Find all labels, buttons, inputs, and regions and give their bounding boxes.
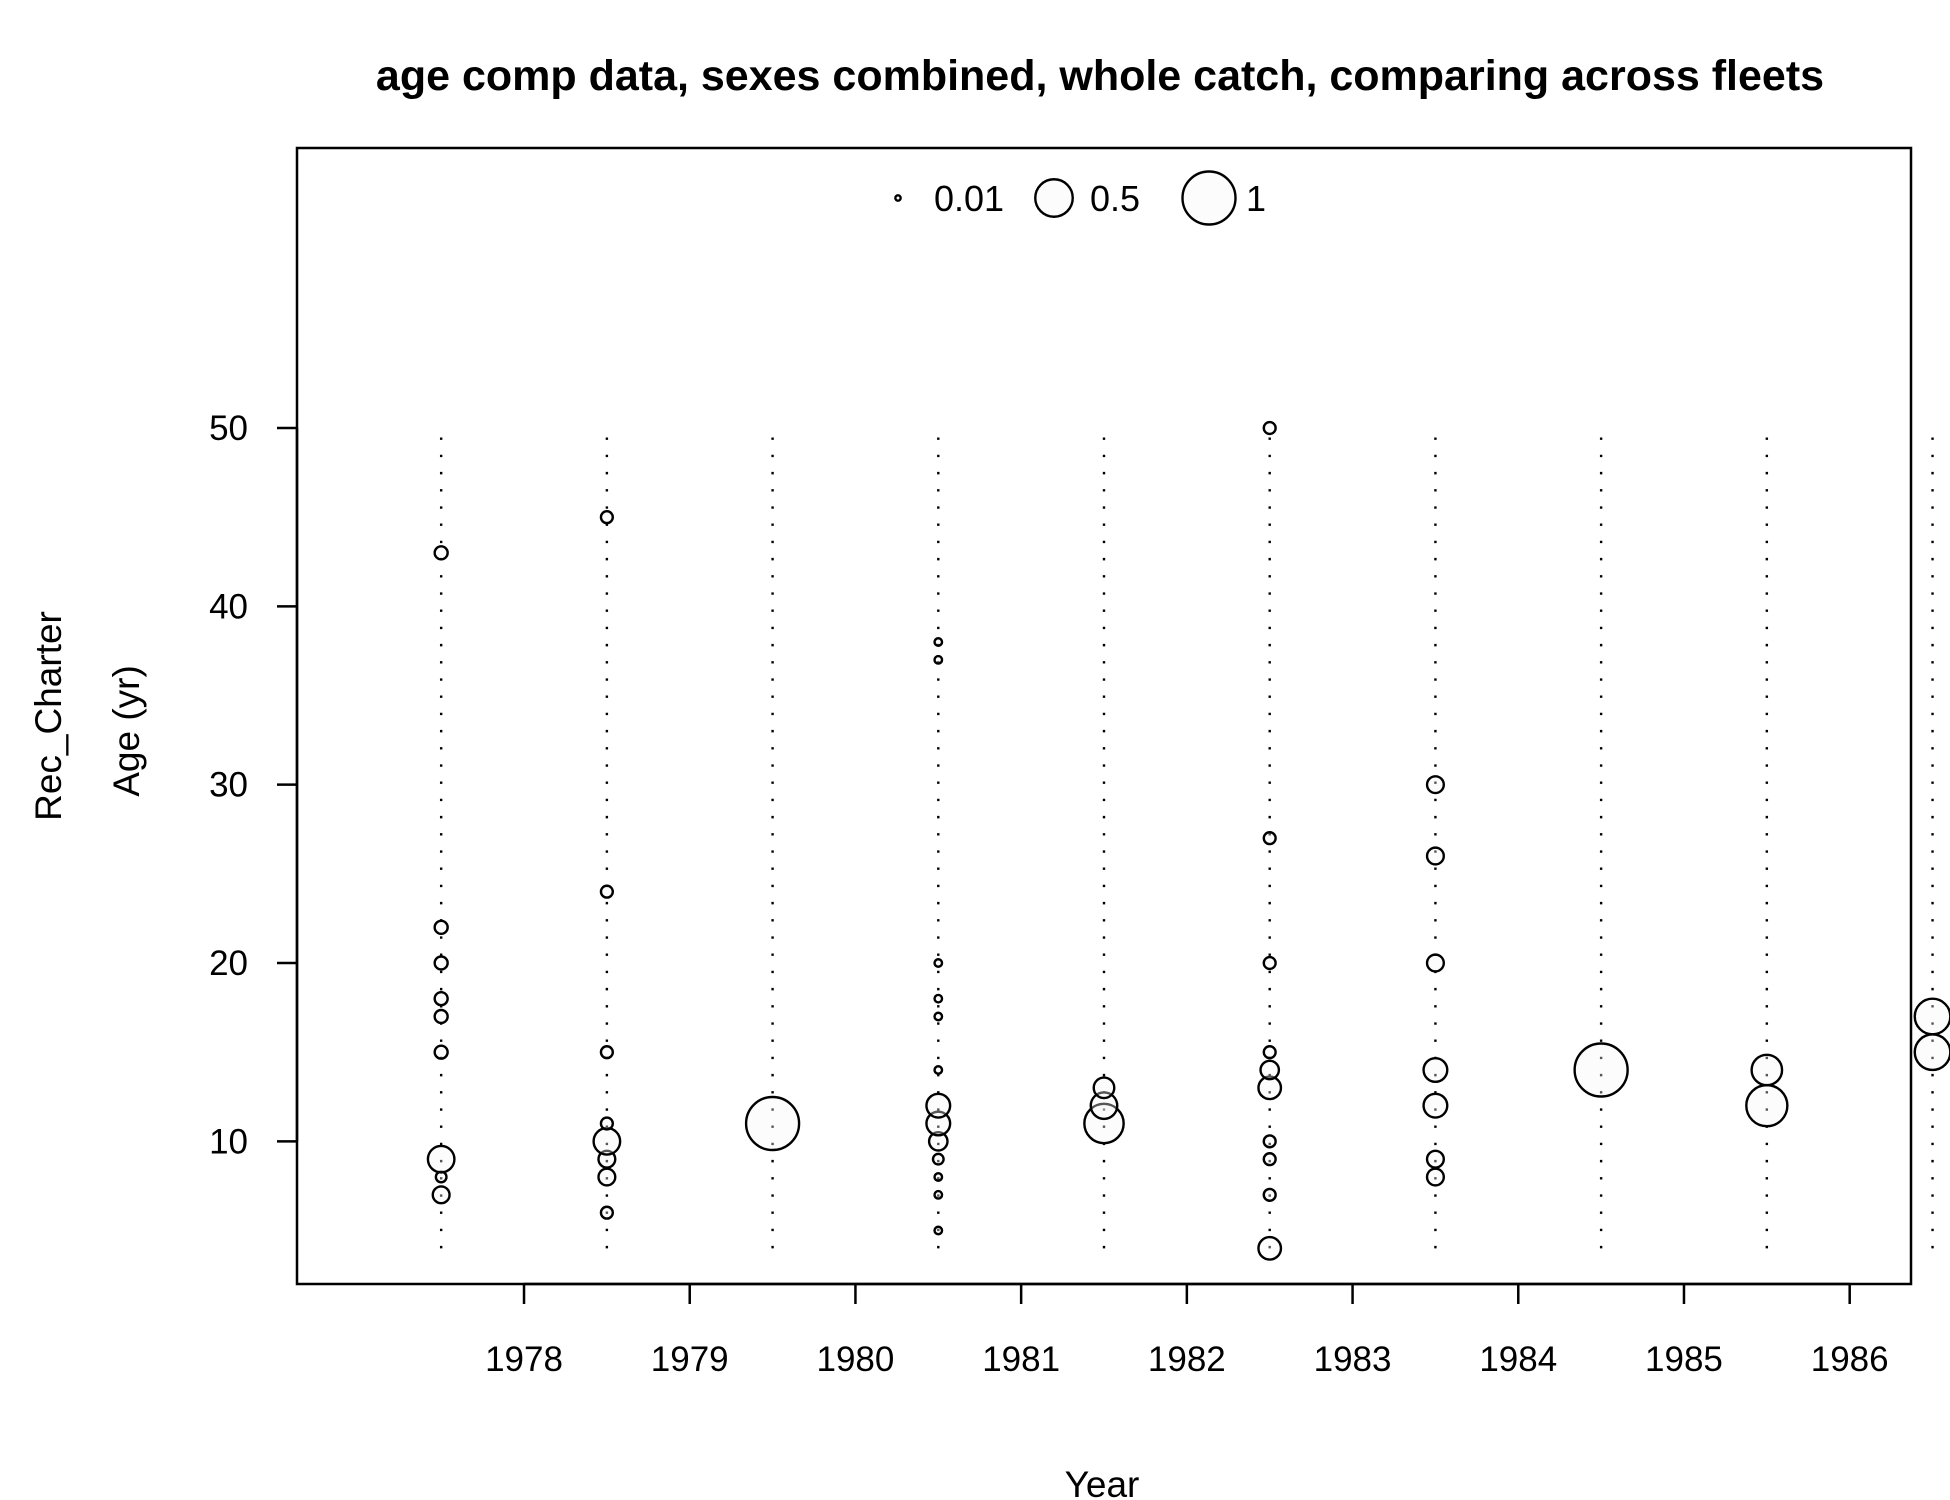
bubble-6-6	[1425, 775, 1445, 795]
bubble-4-2	[1092, 1076, 1116, 1100]
y-tick-label-10: 10	[209, 1122, 248, 1161]
bubble-6-4	[1425, 953, 1445, 973]
bubble-9-0	[1913, 1033, 1950, 1072]
x-tick-label-1985: 1985	[1645, 1340, 1723, 1379]
bubble-9-1	[1913, 997, 1950, 1036]
y-tick-label-30: 30	[209, 766, 248, 805]
bubble-5-6	[1262, 1045, 1277, 1060]
legend: 0.01 0.5 1	[894, 170, 1266, 226]
legend-label-1: 0.5	[1090, 178, 1140, 219]
legend-label-2: 1	[1246, 178, 1266, 219]
bubble-0-5	[433, 990, 449, 1007]
bubble-1-4	[599, 1116, 615, 1131]
legend-bubble-2	[1181, 170, 1237, 226]
y-axis: 10 20 30 40 50	[209, 409, 299, 1161]
legend-bubble-1	[1034, 178, 1074, 218]
chart-title: age comp data, sexes combined, whole cat…	[376, 52, 1824, 100]
year-guide-lines	[439, 427, 1934, 1249]
bubble-3-7	[933, 1065, 944, 1075]
bubble-5-5	[1259, 1059, 1281, 1081]
bubble-2-0	[744, 1095, 801, 1152]
bubble-1-7	[599, 510, 615, 525]
bubble-0-2	[426, 1144, 456, 1174]
y-tick-label-40: 40	[209, 587, 248, 626]
fleet-label: Rec_Charter	[28, 611, 69, 821]
bubble-0-6	[433, 955, 449, 971]
bubble-5-0	[1257, 1235, 1283, 1261]
x-tick-label-1986: 1986	[1811, 1340, 1889, 1379]
bubble-0-7	[433, 919, 449, 936]
y-tick-label-20: 20	[209, 944, 248, 983]
bubble-3-1	[933, 1189, 944, 1200]
bubble-5-2	[1262, 1152, 1277, 1167]
bubble-8-1	[1750, 1053, 1784, 1087]
bubble-3-5	[925, 1110, 952, 1137]
bubble-0-0	[431, 1185, 451, 1205]
bubble-7-0	[1573, 1042, 1629, 1098]
bubble-5-9	[1262, 420, 1277, 436]
bubble-3-0	[933, 1225, 944, 1236]
bubble-3-11	[933, 654, 944, 665]
bubble-3-2	[933, 1172, 944, 1182]
bubble-5-4	[1257, 1075, 1283, 1101]
x-tick-label-1984: 1984	[1479, 1340, 1557, 1379]
bubble-0-4	[433, 1008, 449, 1025]
x-axis-label: Year	[1065, 1464, 1140, 1500]
bubble-0-8	[433, 545, 449, 561]
bubble-6-0	[1425, 1167, 1445, 1187]
bubble-5-3	[1262, 1134, 1277, 1149]
bubble-6-3	[1422, 1056, 1449, 1084]
bubble-3-6	[925, 1092, 952, 1119]
bubble-3-9	[933, 993, 944, 1004]
bubble-5-7	[1262, 955, 1277, 971]
y-axis-label: Age (yr)	[106, 665, 147, 797]
x-tick-label-1982: 1982	[1148, 1340, 1226, 1379]
x-tick-label-1978: 1978	[485, 1340, 563, 1379]
bubble-1-6	[599, 884, 615, 899]
bubble-1-1	[597, 1167, 617, 1187]
y-tick-label-50: 50	[209, 409, 248, 448]
legend-bubble-0	[894, 194, 902, 202]
bubble-8-0	[1745, 1083, 1789, 1128]
bubble-1-0	[599, 1205, 615, 1220]
x-tick-label-1979: 1979	[651, 1340, 729, 1379]
bubble-5-1	[1262, 1187, 1277, 1202]
x-tick-label-1981: 1981	[982, 1340, 1060, 1379]
bubble-3-4	[927, 1130, 949, 1152]
x-tick-label-1980: 1980	[816, 1340, 894, 1379]
bubble-5-8	[1262, 831, 1277, 846]
x-tick-label-1983: 1983	[1314, 1340, 1392, 1379]
bubble-3-12	[933, 637, 944, 647]
bubble-3-10	[933, 958, 944, 968]
legend-label-0: 0.01	[934, 178, 1004, 219]
bubble-4-1	[1089, 1091, 1119, 1121]
x-axis: 1978 1979 1980 1981 1982 1983 1984 1985 1986	[485, 1282, 1889, 1379]
bubble-3-8	[933, 1011, 944, 1022]
bubble-marks	[426, 420, 1950, 1261]
bubble-3-3	[931, 1152, 945, 1166]
bubble-6-5	[1425, 846, 1445, 866]
bubble-1-3	[592, 1126, 622, 1156]
bubble-6-1	[1425, 1149, 1445, 1169]
bubble-6-2	[1422, 1092, 1449, 1119]
bubble-0-3	[433, 1044, 449, 1060]
bubble-1-5	[599, 1045, 615, 1060]
